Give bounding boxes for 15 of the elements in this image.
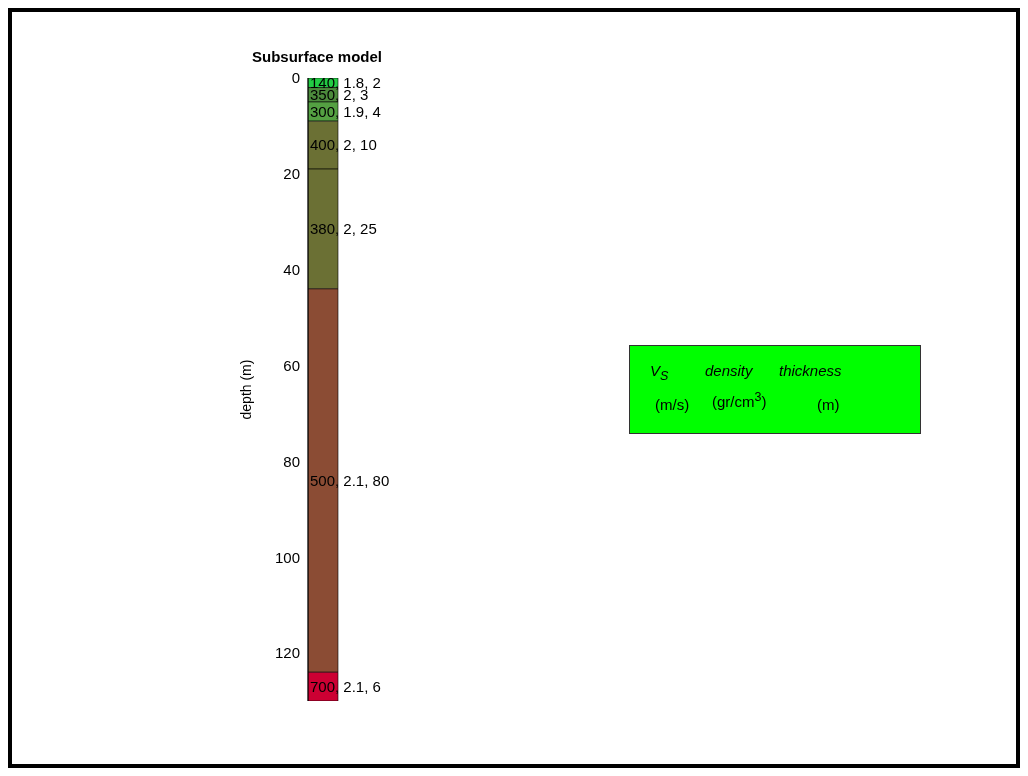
key-box: V$_{S}$ density thickness (m/s) (gr/cm$^{3}$) (m) — [629, 345, 921, 434]
y-tick-label: 60 — [283, 356, 300, 374]
y-tick-label: 80 — [283, 452, 300, 470]
data-label: 300, 1.9, 4 — [310, 102, 381, 120]
y-tick-label: 20 — [283, 165, 300, 183]
y-tick-label: 120 — [274, 644, 300, 662]
data-label: 400, 2, 10 — [310, 136, 377, 154]
data-label: 500, 2.1, 80 — [310, 471, 390, 489]
chart-title: Subsurface model — [250, 48, 383, 65]
y-tick-label: 40 — [283, 261, 300, 279]
data-label: 380, 2, 25 — [310, 219, 377, 237]
data-label: 700, 2.1, 6 — [310, 677, 381, 695]
y-axis-title: depth (m) — [237, 359, 254, 420]
y-tick-label: 100 — [274, 548, 300, 566]
y-tick-label: 0 — [291, 69, 300, 87]
